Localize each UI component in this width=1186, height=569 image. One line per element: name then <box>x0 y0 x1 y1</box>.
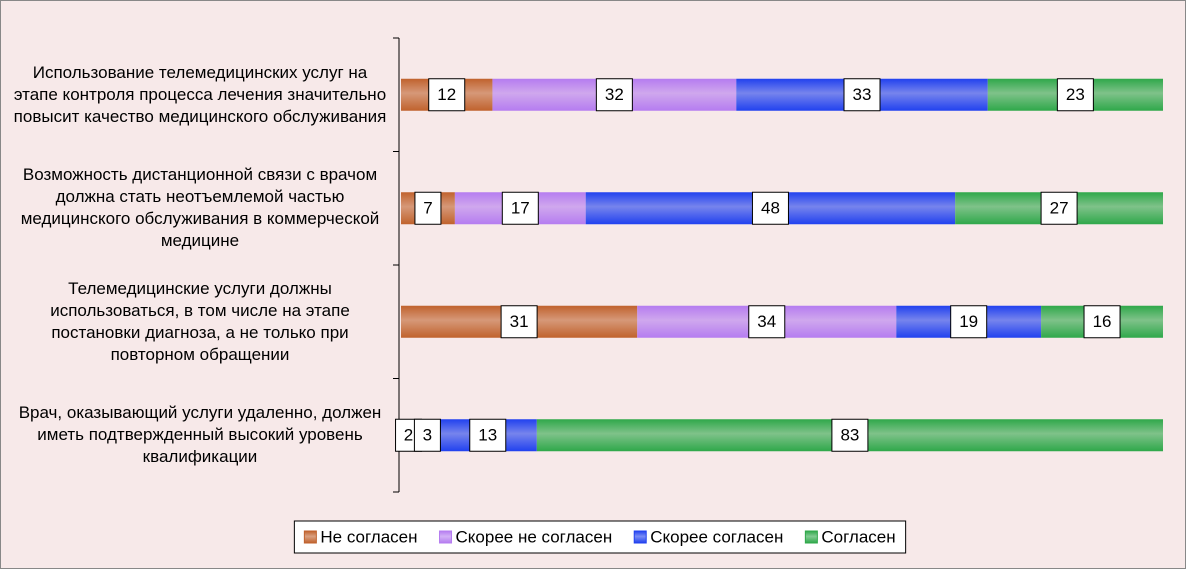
value-label-box <box>1083 305 1121 339</box>
value-label: 19 <box>959 312 978 331</box>
value-label: 17 <box>511 199 530 218</box>
value-label: 32 <box>605 85 624 104</box>
value-label: 48 <box>761 199 780 218</box>
value-label: 27 <box>1050 199 1069 218</box>
value-label-box <box>500 305 538 339</box>
legend-swatch <box>633 530 647 544</box>
value-label: 13 <box>478 426 497 445</box>
value-label: 33 <box>853 85 872 104</box>
category-label: Врач, оказывающий услуги удаленно, долже… <box>18 403 382 467</box>
value-label: 31 <box>510 312 529 331</box>
value-label: 16 <box>1093 312 1112 331</box>
value-label-box <box>501 191 539 225</box>
value-label-box <box>748 305 786 339</box>
value-label-box <box>831 418 869 452</box>
legend-label: Согласен <box>821 527 895 546</box>
value-label-box <box>1040 191 1078 225</box>
value-label: 23 <box>1066 85 1085 104</box>
value-label: 7 <box>423 199 432 218</box>
value-label: 12 <box>437 85 456 104</box>
value-label-box <box>950 305 988 339</box>
legend-box <box>293 520 907 554</box>
value-label: 83 <box>840 426 859 445</box>
value-label: 3 <box>423 426 432 445</box>
category-label: Использование телемедицинских услуг на э… <box>13 62 387 126</box>
value-label-box <box>1056 78 1094 112</box>
legend-swatch <box>439 530 453 544</box>
value-label-box <box>469 418 507 452</box>
value-label-box <box>414 191 442 225</box>
category-label: Возможность дистанционной связи с врачом… <box>20 165 380 251</box>
value-label-box <box>751 191 789 225</box>
legend-swatch <box>303 530 317 544</box>
value-label-box <box>595 78 633 112</box>
legend-label: Скорее не согласен <box>456 527 613 546</box>
value-label-box <box>413 418 441 452</box>
value-label-box <box>843 78 881 112</box>
legend-label: Скорее согласен <box>650 527 783 546</box>
value-label-box <box>428 78 466 112</box>
legend-label: Не согласен <box>320 527 417 546</box>
legend-swatch <box>804 530 818 544</box>
value-label: 2 <box>404 426 413 445</box>
category-label: Телемедицинские услуги должны использова… <box>50 278 350 364</box>
value-label: 34 <box>757 312 776 331</box>
